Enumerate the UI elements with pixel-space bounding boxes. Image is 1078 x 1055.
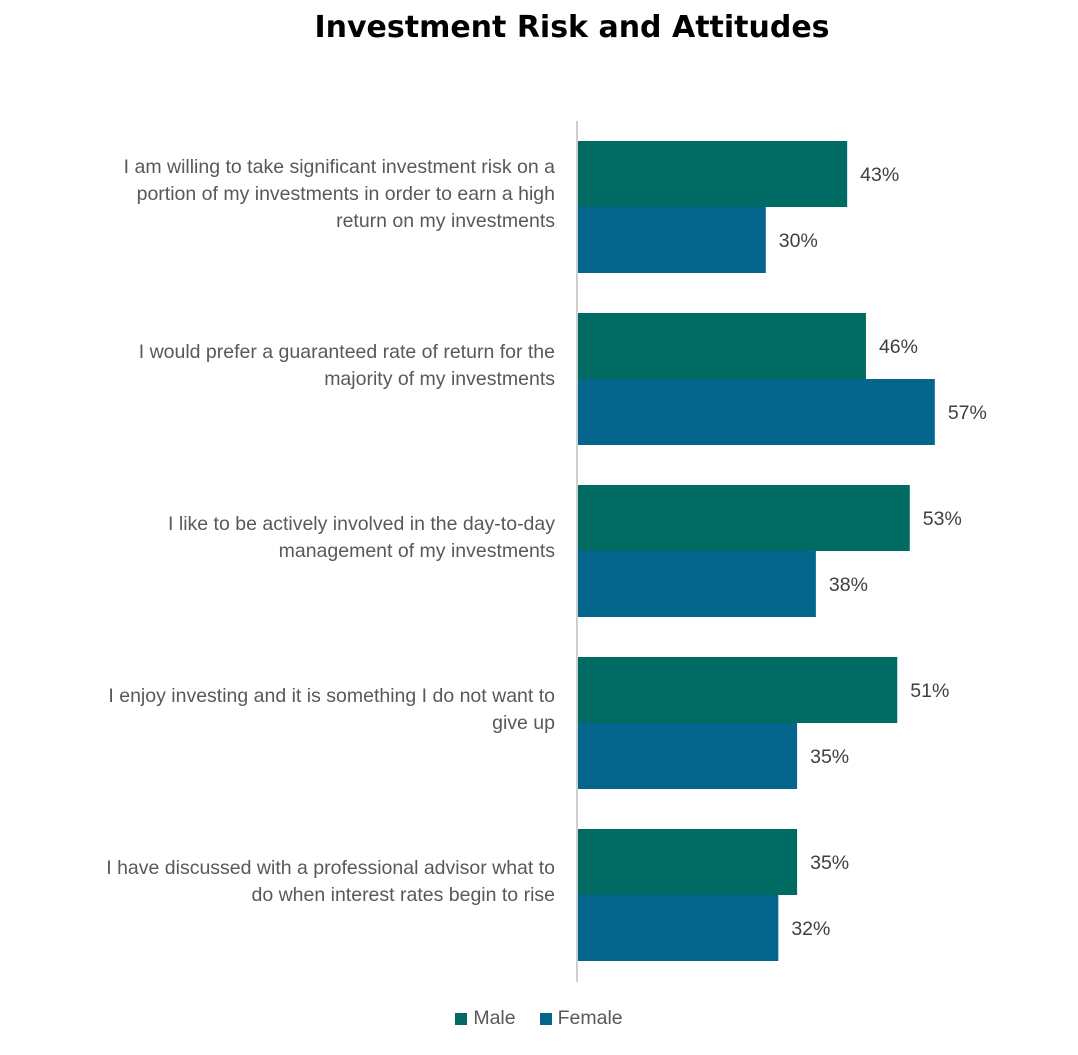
category-label-line: I have discussed with a professional adv… bbox=[106, 857, 555, 879]
data-label-male-3: 53% bbox=[923, 508, 962, 530]
category-label-line: I like to be actively involved in the da… bbox=[168, 513, 555, 535]
category-label-line: return on my investments bbox=[336, 209, 555, 232]
bar-female-1 bbox=[578, 207, 766, 273]
legend-item-male: Male bbox=[455, 1007, 516, 1030]
data-label-female-5: 32% bbox=[791, 918, 830, 940]
bar-female-2 bbox=[578, 379, 935, 445]
bar-male-4 bbox=[578, 657, 898, 723]
data-label-male-5: 35% bbox=[810, 852, 849, 874]
legend-swatch-male bbox=[455, 1012, 468, 1025]
data-label-male-1: 43% bbox=[860, 164, 899, 186]
category-label-line: management of my investments bbox=[278, 540, 555, 562]
category-label-line: I enjoy investing and it is something I … bbox=[108, 685, 555, 707]
bar-male-1 bbox=[578, 141, 848, 207]
legend-label-male: Male bbox=[473, 1007, 516, 1029]
data-label-male-2: 46% bbox=[879, 336, 918, 358]
category-label-3: I like to be actively involved in the da… bbox=[40, 511, 555, 565]
bar-female-3 bbox=[578, 551, 816, 617]
category-label-1: I am willing to take significant investm… bbox=[40, 154, 555, 235]
data-label-female-4: 35% bbox=[810, 746, 849, 768]
data-label-female-2: 57% bbox=[948, 402, 987, 424]
bar-male-3 bbox=[578, 485, 910, 551]
bar-female-4 bbox=[578, 723, 798, 789]
category-label-5: I have discussed with a professional adv… bbox=[40, 855, 555, 909]
category-label-line: do when interest rates begin to rise bbox=[251, 884, 555, 906]
data-label-female-1: 30% bbox=[779, 230, 818, 252]
category-label-line: I would prefer a guaranteed rate of retu… bbox=[138, 341, 555, 363]
bar-male-2 bbox=[578, 313, 866, 379]
chart-title: Investment Risk and Attitudes bbox=[314, 10, 830, 45]
category-label-line: majority of my investments bbox=[324, 368, 555, 390]
bar-female-5 bbox=[578, 895, 779, 961]
data-label-male-4: 51% bbox=[910, 680, 949, 702]
legend-swatch-female bbox=[539, 1012, 552, 1025]
legend: Male Female bbox=[0, 1007, 1078, 1030]
category-label-4: I enjoy investing and it is something I … bbox=[40, 683, 555, 737]
category-label-line: I am willing to take significant investm… bbox=[123, 155, 555, 178]
data-label-female-3: 38% bbox=[829, 574, 868, 596]
legend-label-female: Female bbox=[557, 1007, 623, 1029]
category-label-line: portion of my investments in order to ea… bbox=[136, 182, 555, 205]
category-label-2: I would prefer a guaranteed rate of retu… bbox=[40, 339, 555, 393]
legend-item-female: Female bbox=[539, 1007, 623, 1030]
category-label-line: give up bbox=[492, 712, 555, 734]
bar-male-5 bbox=[578, 829, 798, 895]
